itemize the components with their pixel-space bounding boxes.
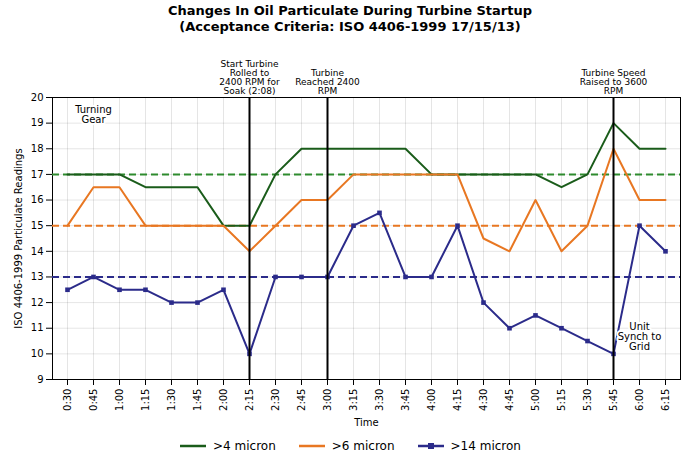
svg-text:11: 11 (31, 322, 44, 333)
svg-text:3:45: 3:45 (400, 389, 411, 411)
svg-text:15: 15 (31, 220, 44, 231)
svg-text:3:15: 3:15 (348, 389, 359, 411)
svg-text:ISO 4406-1999 Particulate Read: ISO 4406-1999 Particulate Readings (13, 148, 24, 328)
svg-text:5:30: 5:30 (582, 389, 593, 411)
svg-text:16: 16 (31, 194, 44, 205)
html-text:>4 micron: >4 micron (213, 439, 276, 453)
svg-text:13: 13 (31, 271, 44, 282)
svg-text:1:45: 1:45 (192, 389, 203, 411)
svg-text:Turbine SpeedRaised to 3600RPM: Turbine SpeedRaised to 3600RPM (580, 68, 648, 96)
svg-text:5:15: 5:15 (556, 389, 567, 411)
svg-text:4:15: 4:15 (452, 389, 463, 411)
svg-text:4:45: 4:45 (504, 389, 515, 411)
svg-text:17: 17 (31, 169, 44, 180)
svg-text:19: 19 (31, 117, 44, 128)
svg-text:4:00: 4:00 (426, 389, 437, 411)
svg-text:3:00: 3:00 (322, 389, 333, 411)
html-text:(Acceptance Criteria: ISO 4406: (Acceptance Criteria: ISO 4406-1999 17/1… (179, 19, 521, 34)
svg-text:6:15: 6:15 (660, 389, 671, 411)
html-text:>14 micron: >14 micron (450, 439, 521, 453)
svg-text:9: 9 (37, 374, 43, 385)
svg-text:10: 10 (31, 348, 44, 359)
svg-text:6:00: 6:00 (634, 389, 645, 411)
svg-text:2:15: 2:15 (244, 389, 255, 411)
svg-text:TurningGear: TurningGear (74, 104, 112, 125)
svg-text:0:30: 0:30 (62, 389, 73, 411)
html-text:>6 micron: >6 micron (331, 439, 395, 453)
svg-text:2:00: 2:00 (218, 389, 229, 411)
html-text:Changes In Oil Particulate Dur: Changes In Oil Particulate During Turbin… (167, 3, 532, 18)
svg-text:5:45: 5:45 (608, 389, 619, 411)
svg-text:2:30: 2:30 (270, 389, 281, 411)
svg-text:4:30: 4:30 (478, 389, 489, 411)
svg-text:UnitSynch toGrid: UnitSynch toGrid (618, 321, 662, 352)
svg-text:TurbineReached 2400RPM: TurbineReached 2400RPM (295, 68, 360, 96)
svg-text:1:00: 1:00 (114, 389, 125, 411)
svg-text:Start TurbineRolled to2400 RPM: Start TurbineRolled to2400 RPM forSoak (… (219, 59, 280, 96)
svg-text:14: 14 (31, 246, 44, 257)
svg-text:1:15: 1:15 (140, 389, 151, 411)
svg-text:1:30: 1:30 (166, 389, 177, 411)
svg-text:18: 18 (31, 143, 44, 154)
svg-text:0:45: 0:45 (88, 389, 99, 411)
svg-text:2:45: 2:45 (296, 389, 307, 411)
svg-text:20: 20 (31, 92, 44, 103)
svg-text:5:00: 5:00 (530, 389, 541, 411)
svg-text:Time: Time (353, 417, 378, 428)
svg-text:12: 12 (31, 297, 44, 308)
svg-text:3:30: 3:30 (374, 389, 385, 411)
